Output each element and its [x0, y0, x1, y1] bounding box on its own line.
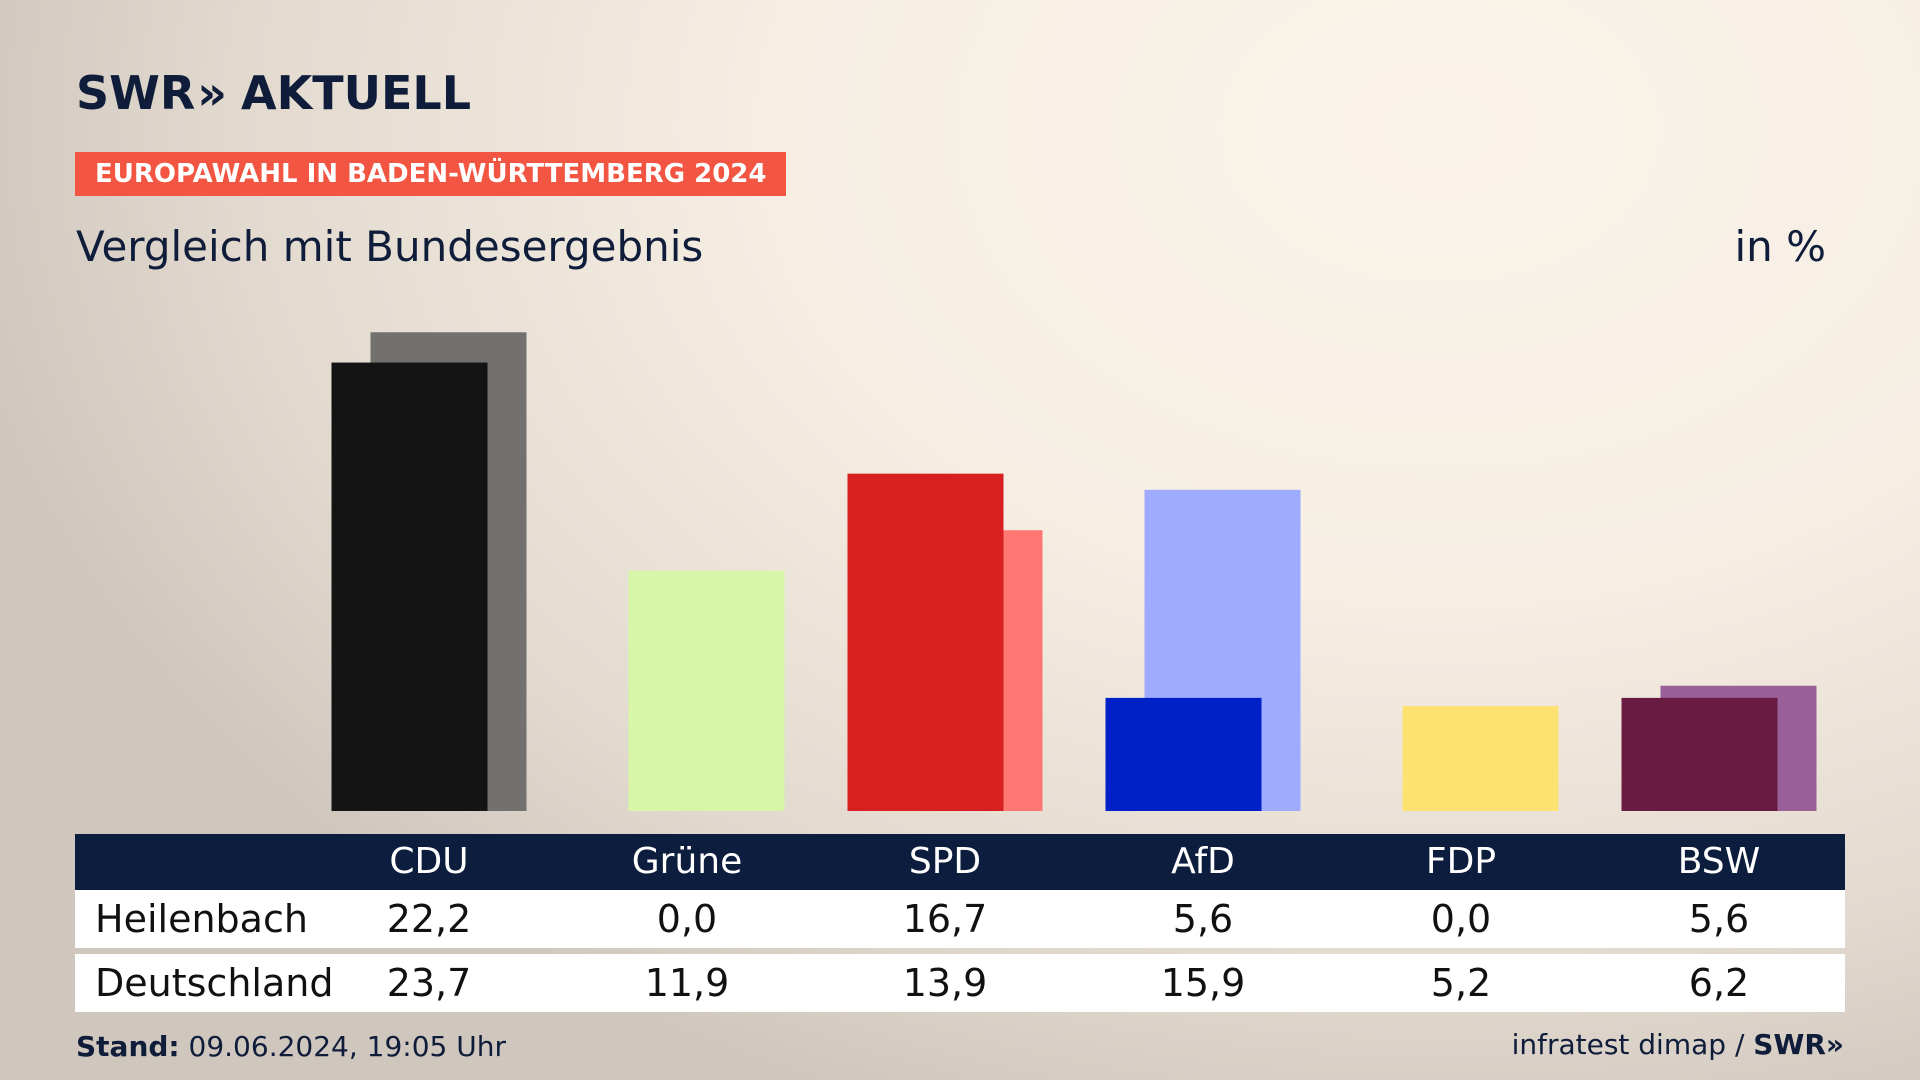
bar-heilenbach-spd [847, 473, 1004, 811]
bar-heilenbach-afd [1105, 697, 1262, 811]
timestamp: Stand: 09.06.2024, 19:05 Uhr [76, 1030, 506, 1063]
stand-value: 09.06.2024, 19:05 Uhr [188, 1030, 506, 1063]
swr-aktuell-logo: SWR» AKTUELL [76, 66, 471, 120]
logo-aktuell-text: AKTUELL [241, 66, 472, 120]
logo-swr-text: SWR [76, 66, 196, 120]
value-bsw: 6,2 [1688, 961, 1750, 1005]
source-credit: infratest dimap / SWR» [1512, 1028, 1844, 1061]
column-header-fdp: FDP [1425, 841, 1497, 882]
column-header-gruene: Grüne [631, 841, 743, 882]
row-label: Heilenbach [95, 897, 308, 941]
logo-chevron-icon: » [197, 66, 228, 120]
value-cdu: 22,2 [386, 897, 472, 941]
chart-unit: in % [1734, 222, 1826, 271]
table-row: Deutschland 23,7 11,9 13,9 15,9 5,2 6,2 [75, 954, 1845, 1012]
chart-subtitle: Vergleich mit Bundesergebnis [76, 222, 704, 271]
bar-heilenbach-bsw [1621, 697, 1778, 811]
value-gruene: 11,9 [644, 961, 730, 1005]
bar-chart [331, 332, 1817, 811]
stand-label: Stand: [76, 1030, 180, 1063]
row-label: Deutschland [95, 961, 334, 1005]
value-spd: 13,9 [902, 961, 988, 1005]
election-tag: EUROPAWAHL IN BADEN-WÜRTTEMBERG 2024 [75, 152, 787, 196]
value-bsw: 5,6 [1688, 897, 1750, 941]
value-afd: 5,6 [1172, 897, 1234, 941]
column-header-afd: AfD [1171, 841, 1235, 882]
column-header-bsw: BSW [1677, 841, 1761, 882]
table-row: Heilenbach 22,2 0,0 16,7 5,6 0,0 5,6 [75, 890, 1845, 948]
value-afd: 15,9 [1160, 961, 1246, 1005]
value-spd: 16,7 [902, 897, 988, 941]
bar-deutschland-fdp [1402, 705, 1559, 811]
value-cdu: 23,7 [386, 961, 472, 1005]
column-header-cdu: CDU [389, 841, 469, 882]
source-text: infratest dimap / [1511, 1028, 1745, 1061]
table-header: CDU Grüne SPD AfD FDP BSW [75, 834, 1845, 890]
bar-deutschland-gruene [628, 570, 785, 811]
results-table: CDU Grüne SPD AfD FDP BSW Heilenbach 22,2 0,0 16… [75, 834, 1845, 1012]
value-fdp: 5,2 [1430, 961, 1492, 1005]
column-header-spd: SPD [908, 841, 982, 882]
value-fdp: 0,0 [1430, 897, 1492, 941]
source-brand: SWR» [1753, 1028, 1844, 1061]
table-body: Heilenbach 22,2 0,0 16,7 5,6 0,0 5,6 Deutschlan… [75, 890, 1845, 1012]
bar-heilenbach-cdu [331, 362, 488, 811]
value-gruene: 0,0 [656, 897, 718, 941]
